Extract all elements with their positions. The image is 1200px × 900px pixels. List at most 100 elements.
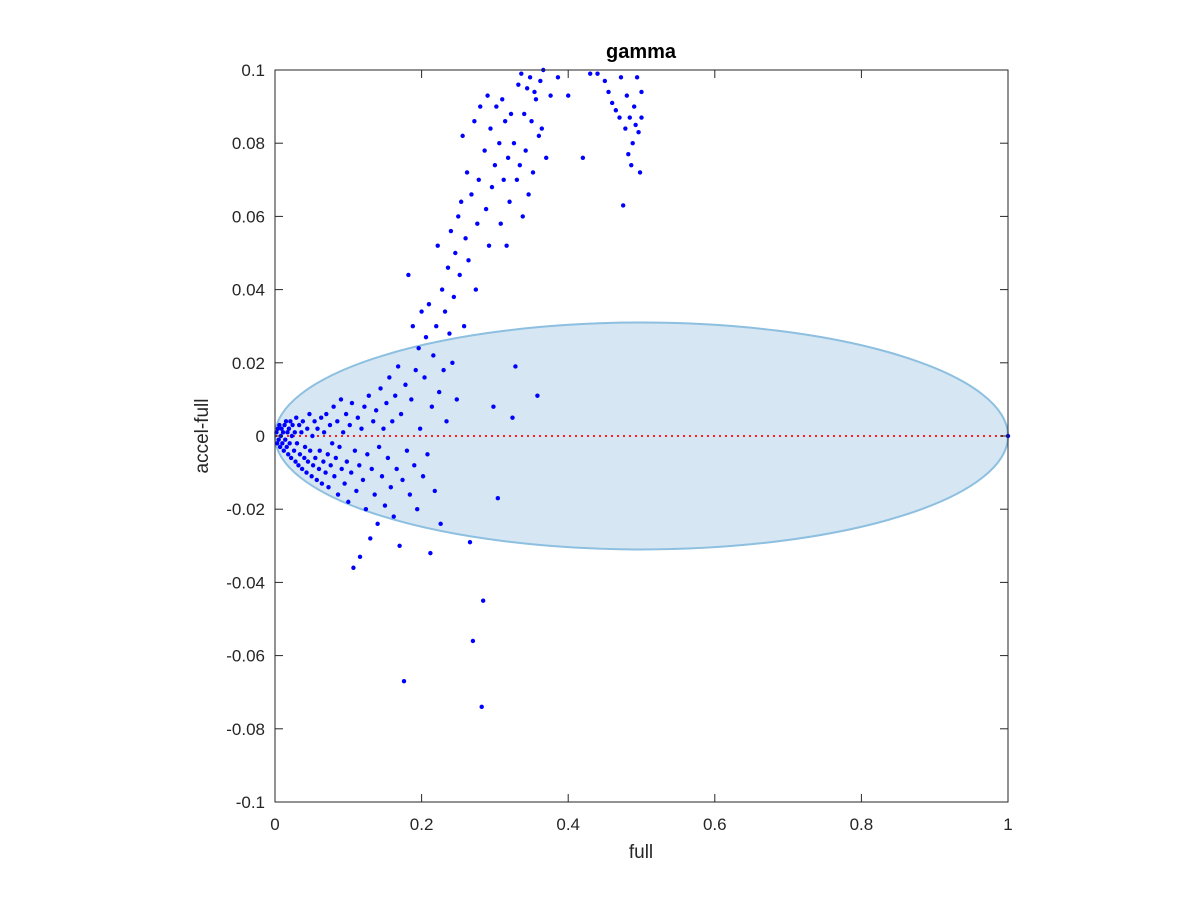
data-point (435, 243, 440, 248)
y-tick-label: 0.1 (241, 61, 265, 80)
data-point (425, 452, 430, 457)
data-point (371, 419, 376, 424)
data-point (410, 324, 416, 329)
data-point (495, 496, 501, 501)
data-point (522, 111, 527, 117)
data-point (391, 514, 396, 519)
data-point (290, 422, 295, 428)
data-point (417, 426, 423, 431)
data-point (639, 115, 644, 120)
data-point (277, 444, 283, 450)
data-point (340, 430, 346, 435)
data-point (331, 404, 336, 409)
data-point (394, 466, 399, 472)
data-point (520, 214, 525, 219)
data-point (500, 97, 505, 102)
data-point (415, 507, 420, 512)
data-point (423, 334, 429, 340)
y-tick-label: 0.08 (232, 134, 265, 153)
data-point (429, 404, 435, 409)
y-tick-label: -0.08 (226, 720, 265, 739)
data-point (529, 119, 534, 124)
data-point (618, 75, 624, 80)
data-point (296, 463, 301, 468)
data-point (580, 155, 586, 161)
x-axis-label: full (629, 842, 653, 863)
data-point (623, 126, 628, 131)
data-point (633, 122, 638, 128)
data-point (292, 430, 297, 435)
data-point (602, 78, 608, 84)
y-tick-label: -0.1 (236, 793, 265, 812)
data-point (538, 78, 543, 84)
x-tick-label: 0.6 (703, 815, 727, 834)
data-point (482, 148, 487, 153)
data-point (461, 324, 467, 329)
data-point (407, 492, 413, 497)
data-point (497, 141, 502, 146)
data-point (379, 474, 385, 479)
data-point (406, 272, 411, 278)
data-point (282, 422, 287, 428)
y-tick-label: -0.06 (226, 647, 265, 666)
data-point (479, 704, 484, 710)
data-point (442, 309, 448, 314)
data-point (489, 184, 495, 190)
data-point (289, 433, 295, 439)
data-point (327, 422, 333, 428)
data-point (504, 243, 509, 248)
data-point (453, 250, 458, 256)
data-point (291, 448, 297, 453)
data-point (639, 89, 644, 95)
data-point (624, 93, 630, 98)
data-point (451, 294, 457, 300)
data-point (305, 426, 310, 431)
data-point (527, 75, 533, 80)
data-point (416, 345, 421, 351)
data-point (514, 177, 520, 182)
data-point (595, 71, 600, 76)
data-point (613, 108, 619, 113)
data-point (419, 309, 424, 314)
data-point (294, 441, 300, 446)
data-point (620, 203, 626, 208)
y-tick-label: -0.04 (226, 573, 265, 592)
x-tick-label: 0 (270, 815, 279, 834)
data-point (381, 426, 386, 431)
data-point (362, 404, 367, 409)
data-point (296, 422, 302, 428)
data-point (286, 426, 292, 431)
data-point (626, 151, 631, 157)
y-tick-label: 0.02 (232, 354, 265, 373)
data-point (631, 104, 637, 109)
data-point (288, 455, 294, 461)
data-point (422, 375, 427, 380)
data-point (317, 448, 322, 453)
data-point (325, 452, 330, 457)
data-point (498, 221, 503, 226)
data-point (516, 82, 521, 87)
x-tick-label: 1 (1003, 815, 1012, 834)
data-point (447, 331, 452, 336)
data-point (293, 459, 298, 464)
data-point (511, 141, 517, 146)
data-point (502, 119, 508, 124)
data-point (434, 324, 439, 329)
data-point (276, 437, 281, 442)
data-point (305, 459, 311, 464)
data-point (460, 133, 465, 139)
data-point (441, 367, 446, 373)
data-point (535, 393, 540, 398)
y-tick-label: -0.02 (226, 500, 265, 519)
data-point (513, 364, 518, 369)
data-point (587, 71, 593, 76)
data-point (539, 126, 545, 131)
data-point (315, 426, 320, 431)
chart-title: gamma (606, 41, 677, 63)
data-point (321, 430, 327, 435)
data-point (280, 430, 286, 435)
points-layer (274, 67, 1011, 710)
data-point (473, 287, 479, 292)
data-point (492, 162, 498, 168)
data-point (349, 400, 355, 406)
